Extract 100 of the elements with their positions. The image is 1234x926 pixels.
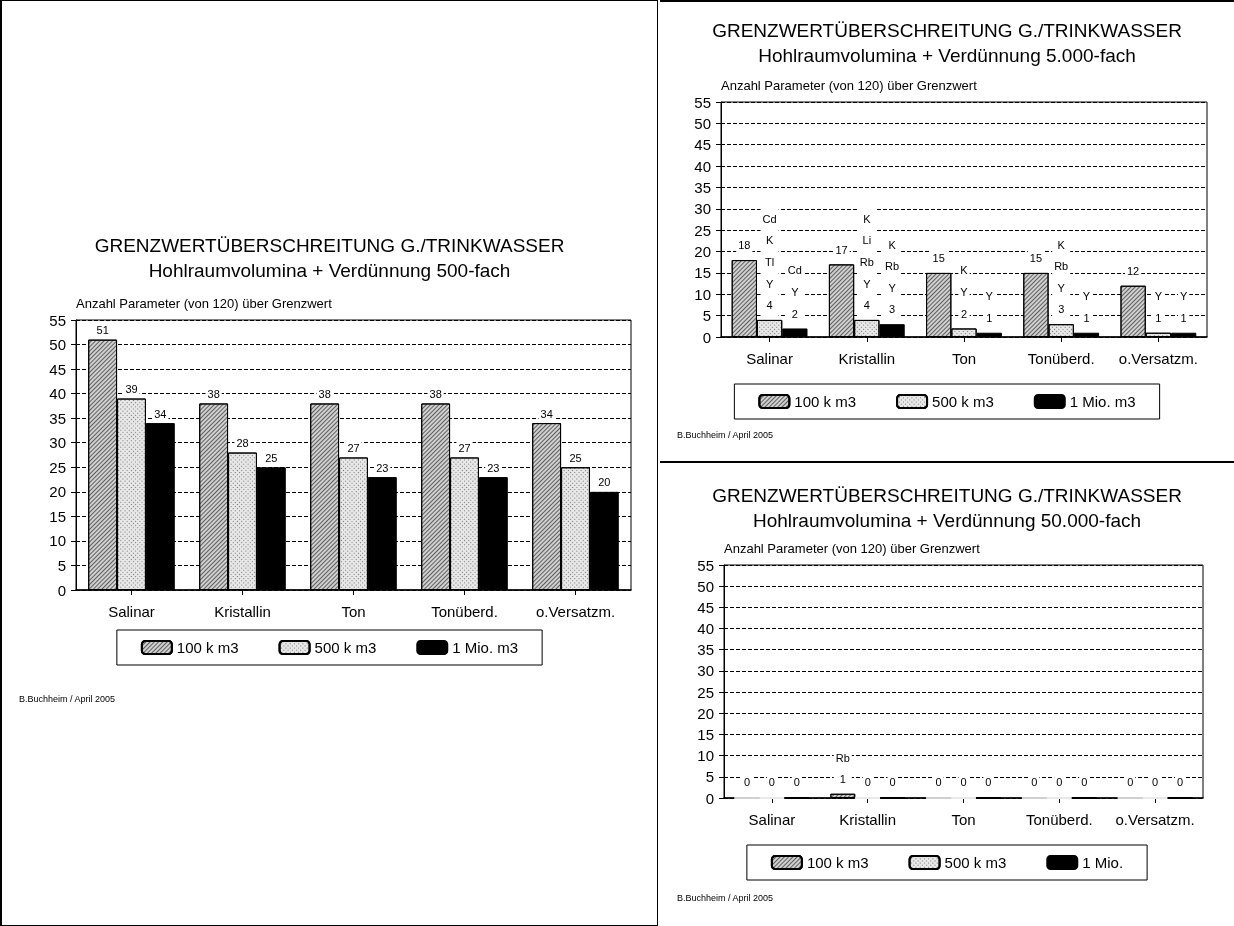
x-tick-label: Ton bbox=[341, 603, 366, 620]
data-label: 15 bbox=[1029, 252, 1043, 265]
data-label: 15 bbox=[932, 252, 945, 265]
data-label: 0 bbox=[1127, 776, 1134, 789]
legend-label: 100 k m3 bbox=[794, 393, 857, 410]
y-tick-label: 30 bbox=[49, 434, 66, 452]
data-label: K Rb Y 3 bbox=[885, 238, 900, 316]
data-label: 38 bbox=[429, 387, 442, 400]
y-tick-label: 15 bbox=[49, 507, 66, 525]
y-tick-label: 10 bbox=[49, 532, 66, 550]
x-tick-label: Kristallin bbox=[839, 811, 897, 828]
y-tick-label: 20 bbox=[697, 704, 714, 722]
legend-label: 1 Mio. m3 bbox=[452, 639, 519, 656]
data-label: 12 bbox=[1127, 264, 1140, 277]
data-label: 0 bbox=[935, 776, 942, 789]
text: B.Buchheim / April 2005 bbox=[677, 892, 774, 903]
y-tick-label: 15 bbox=[697, 725, 714, 743]
y-tick-label: 20 bbox=[49, 483, 66, 501]
data-label: K Rb Y 3 bbox=[1054, 238, 1069, 316]
y-tick-label: 55 bbox=[49, 311, 66, 329]
x-tick-label: Tonüberd. bbox=[1027, 350, 1095, 367]
data-label: 27 bbox=[347, 441, 360, 454]
x-tick-label: Tonüberd. bbox=[1025, 811, 1093, 828]
data-label: 0 bbox=[1152, 776, 1159, 789]
y-tick-label: 25 bbox=[697, 683, 714, 701]
y-tick-label: 0 bbox=[57, 581, 66, 599]
legend-label: 100 k m3 bbox=[806, 854, 869, 871]
data-label: 34 bbox=[154, 407, 167, 420]
chart-subtitle: Hohlraumvolumina + Verdünnung 50.000-fach bbox=[752, 510, 1142, 531]
data-label: 0 bbox=[768, 776, 775, 789]
y-tick-label: 40 bbox=[694, 157, 711, 175]
data-label: 23 bbox=[376, 461, 389, 474]
y-tick-label: 0 bbox=[705, 789, 714, 807]
data-label: Y 1 bbox=[1154, 290, 1163, 324]
y-tick-label: 35 bbox=[49, 409, 66, 427]
legend-label: 500 k m3 bbox=[944, 854, 1007, 871]
legend-label: 500 k m3 bbox=[932, 393, 994, 410]
y-tick-label: 15 bbox=[694, 264, 711, 282]
x-tick-label: o.Versatzm. bbox=[1115, 811, 1195, 828]
chart-subtitle: Hohlraumvolumina + Verdünnung 500-fach bbox=[148, 260, 511, 281]
legend-label: 1 Mio. bbox=[1082, 854, 1124, 871]
y-tick-label: 55 bbox=[694, 93, 711, 111]
x-tick-label: Salinar bbox=[746, 350, 793, 367]
y-tick-label: 35 bbox=[697, 641, 714, 659]
y-tick-label: 40 bbox=[697, 620, 714, 638]
data-label: 0 bbox=[1081, 776, 1088, 789]
y-tick-label: 45 bbox=[697, 598, 714, 616]
y-tick-label: 35 bbox=[694, 178, 711, 196]
y-tick-label: 25 bbox=[49, 458, 66, 476]
data-label: 38 bbox=[207, 387, 220, 400]
y-tick-label: 10 bbox=[697, 747, 714, 765]
x-tick-label: Tonüberd. bbox=[431, 603, 498, 620]
legend-label: 500 k m3 bbox=[314, 639, 377, 656]
y-tick-label: 5 bbox=[57, 556, 66, 574]
y-tick-label: 0 bbox=[702, 328, 711, 346]
data-label: Cd K Tl Y 4 bbox=[762, 212, 777, 312]
x-tick-label: Kristallin bbox=[838, 350, 896, 367]
legend-label: 100 k m3 bbox=[176, 639, 239, 656]
x-tick-label: Salinar bbox=[108, 603, 155, 620]
data-label: Y 1 bbox=[1180, 290, 1188, 324]
y-tick-label: 10 bbox=[694, 285, 711, 303]
data-label: 25 bbox=[569, 451, 582, 464]
data-label: Rb 1 bbox=[835, 751, 850, 786]
data-label: 38 bbox=[318, 387, 331, 400]
chart-title: GRENZWERTÜBERSCHREITUNG G./TRINKWASSER bbox=[94, 235, 565, 256]
data-label: 25 bbox=[265, 451, 278, 464]
data-label: 17 bbox=[835, 243, 848, 256]
y-tick-label: 30 bbox=[694, 200, 711, 218]
x-tick-label: Kristallin bbox=[214, 603, 271, 620]
data-label: 23 bbox=[487, 461, 500, 474]
y-tick-label: 45 bbox=[49, 360, 66, 378]
x-tick-label: Salinar bbox=[748, 811, 796, 828]
data-label: 39 bbox=[125, 383, 138, 396]
data-label: 0 bbox=[1176, 776, 1184, 789]
data-label: K Y 2 bbox=[960, 264, 969, 320]
y-axis-title: Anzahl Parameter (von 120) über Grenzwert bbox=[76, 296, 333, 311]
data-label: K Li Rb Y 4 bbox=[859, 212, 874, 312]
y-tick-label: 30 bbox=[697, 662, 714, 680]
data-label: Cd Y 2 bbox=[787, 264, 802, 320]
y-axis-title: Anzahl Parameter (von 120) über Grenzwert bbox=[721, 78, 978, 93]
data-label: Y 1 bbox=[1082, 290, 1091, 324]
y-tick-label: 50 bbox=[694, 114, 711, 132]
data-label: 0 bbox=[1031, 776, 1038, 789]
chart-title: GRENZWERTÜBERSCHREITUNG G./TRINKWASSER bbox=[712, 20, 1182, 41]
data-label: 27 bbox=[458, 441, 471, 454]
y-tick-label: 20 bbox=[694, 243, 711, 261]
data-label: 0 bbox=[793, 776, 800, 789]
chart-subtitle: Hohlraumvolumina + Verdünnung 5.000-fach bbox=[758, 45, 1136, 66]
text: B.Buchheim / April 2005 bbox=[19, 693, 116, 704]
legend-label: 1 Mio. m3 bbox=[1069, 393, 1136, 410]
data-label: 34 bbox=[540, 407, 553, 420]
x-tick-label: Ton bbox=[951, 350, 977, 367]
data-label: 18 bbox=[738, 239, 751, 252]
data-label: 0 bbox=[985, 776, 992, 789]
y-tick-label: 50 bbox=[697, 577, 714, 595]
y-tick-label: 45 bbox=[694, 136, 711, 154]
data-label: 0 bbox=[1056, 776, 1063, 789]
y-tick-label: 40 bbox=[49, 385, 66, 403]
text: B.Buchheim / April 2005 bbox=[677, 429, 774, 440]
y-tick-label: 55 bbox=[697, 556, 714, 574]
